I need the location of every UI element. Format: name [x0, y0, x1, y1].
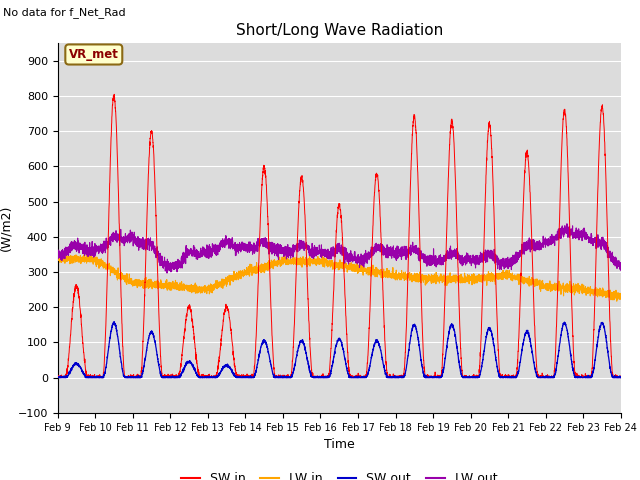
Text: No data for f_Net_Rad: No data for f_Net_Rad — [3, 7, 126, 18]
X-axis label: Time: Time — [324, 438, 355, 451]
Legend: SW in, LW in, SW out, LW out: SW in, LW in, SW out, LW out — [176, 467, 502, 480]
Title: Short/Long Wave Radiation: Short/Long Wave Radiation — [236, 23, 443, 38]
Text: VR_met: VR_met — [69, 48, 119, 61]
Y-axis label: (W/m2): (W/m2) — [0, 205, 12, 251]
